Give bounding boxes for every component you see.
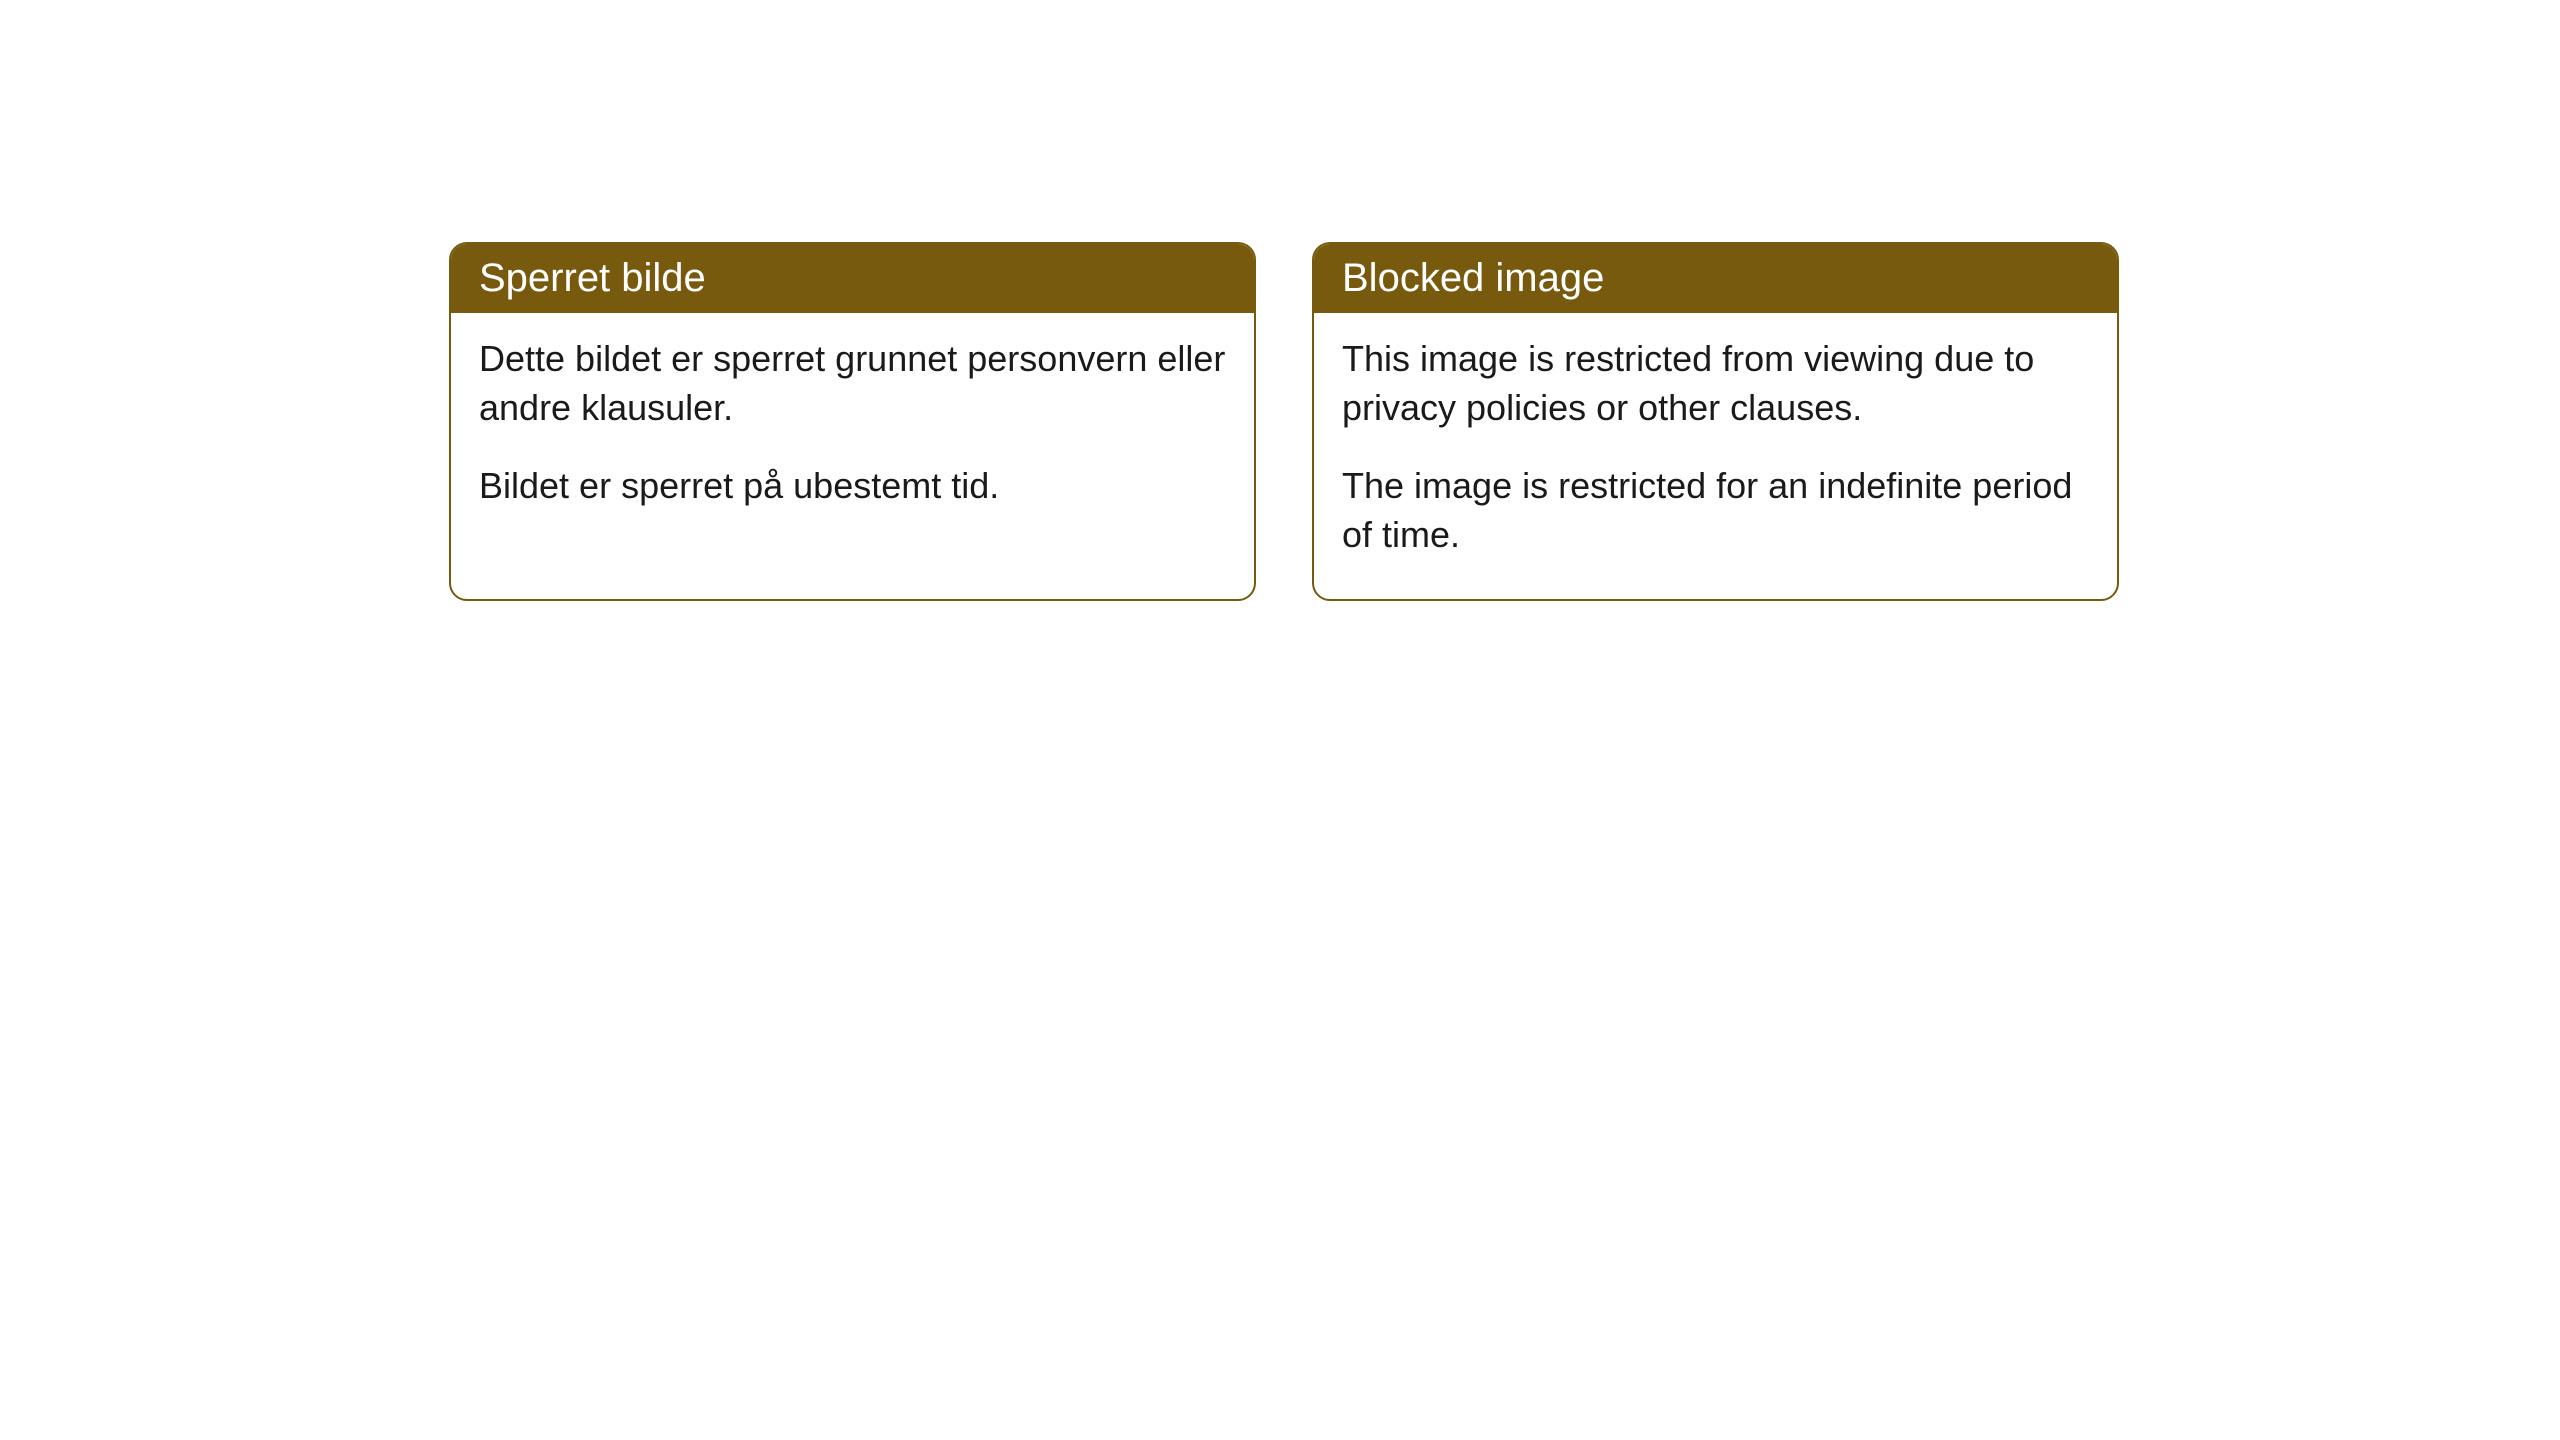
card-header-norwegian: Sperret bilde xyxy=(451,244,1254,313)
card-title-english: Blocked image xyxy=(1342,256,1604,300)
blocked-image-card-norwegian: Sperret bilde Dette bildet er sperret gr… xyxy=(449,242,1256,601)
card-body-norwegian: Dette bildet er sperret grunnet personve… xyxy=(451,313,1254,551)
card-body-english: This image is restricted from viewing du… xyxy=(1314,313,2117,599)
card-header-english: Blocked image xyxy=(1314,244,2117,313)
card-title-norwegian: Sperret bilde xyxy=(479,256,706,300)
card-paragraph-1-english: This image is restricted from viewing du… xyxy=(1342,335,2089,432)
card-paragraph-1-norwegian: Dette bildet er sperret grunnet personve… xyxy=(479,335,1226,432)
card-paragraph-2-english: The image is restricted for an indefinit… xyxy=(1342,462,2089,559)
notification-cards-container: Sperret bilde Dette bildet er sperret gr… xyxy=(449,242,2119,601)
blocked-image-card-english: Blocked image This image is restricted f… xyxy=(1312,242,2119,601)
card-paragraph-2-norwegian: Bildet er sperret på ubestemt tid. xyxy=(479,462,1226,511)
